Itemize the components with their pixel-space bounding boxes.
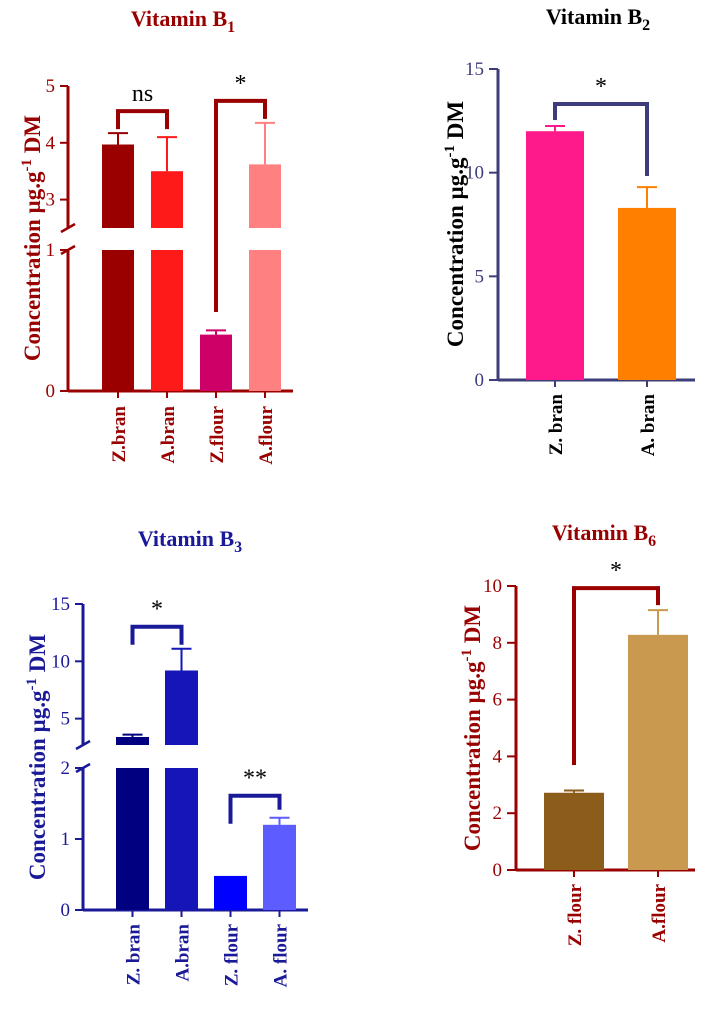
title-subscript: 3 — [234, 539, 242, 556]
significance-label: * — [235, 71, 247, 97]
significance-bracket — [214, 98, 267, 312]
category-label: A.bran — [158, 406, 179, 464]
y-axis-label: Concentration µg.g-1 DM — [442, 101, 468, 347]
y-tick-label: 1 — [61, 829, 71, 850]
bar-1-upper — [165, 670, 198, 745]
y-tick-label: 5 — [475, 266, 485, 287]
bar-1 — [628, 634, 688, 870]
significance-bracket — [228, 793, 282, 824]
significance-label: ** — [243, 766, 267, 792]
bar-0 — [116, 768, 149, 910]
y-tick-label: 5 — [61, 709, 71, 730]
chart-title: Vitamin B2 — [546, 4, 650, 34]
category-label: A. bran — [638, 394, 659, 457]
y-tick-label: 1 — [46, 240, 56, 261]
bar-3 — [263, 824, 296, 910]
title-main: Vitamin B — [138, 526, 235, 551]
chart-b2: Vitamin B2 Concentration µg.g-1 DM 0 5 10 15 Z… — [442, 4, 695, 456]
title-main: Vitamin B — [131, 6, 228, 31]
significance-label: * — [151, 597, 163, 623]
bar-2 — [200, 334, 232, 391]
y-tick-label: 10 — [51, 651, 70, 672]
y-tick-label: 0 — [46, 381, 56, 402]
y-tick-label: 15 — [51, 594, 70, 615]
y-tick-label: 0 — [61, 900, 71, 921]
y-label-main: Concentration µg.g — [25, 690, 50, 880]
y-label-end: DM — [460, 605, 485, 649]
bar-1 — [618, 207, 676, 380]
title-subscript: 6 — [648, 533, 656, 550]
significance-bracket — [553, 102, 649, 177]
bar-2 — [214, 875, 247, 910]
chart-title: Vitamin B6 — [552, 520, 656, 550]
bar-0-upper — [116, 736, 149, 745]
bar-0 — [544, 792, 604, 870]
y-tick-label: 0 — [475, 370, 485, 391]
significance-label: * — [610, 558, 622, 584]
y-axis-label: Concentration µg.g-1 DM — [459, 605, 485, 851]
bar-1 — [151, 250, 183, 391]
category-label: Z.bran — [109, 406, 130, 463]
significance-label: ns — [132, 81, 153, 107]
title-subscript: 1 — [227, 19, 235, 36]
bar-0 — [102, 250, 134, 391]
y-label-end: DM — [25, 634, 50, 678]
y-tick-label: 2 — [493, 803, 503, 824]
category-label: Z. flour — [222, 923, 243, 986]
y-axis-label: Concentration µg.g-1 DM — [24, 634, 50, 880]
y-label-main: Concentration µg.g — [460, 661, 485, 851]
y-label-main: Concentration µg.g — [443, 157, 468, 347]
category-label: Z.flour — [207, 405, 228, 463]
y-label-end: DM — [443, 101, 468, 145]
significance-label: * — [595, 74, 607, 100]
axis-break-mark — [60, 222, 76, 234]
y-tick-label: 0 — [493, 860, 503, 881]
significance-bracket — [130, 624, 184, 645]
category-label: Z. flour — [565, 883, 586, 946]
bar-0 — [526, 131, 584, 380]
y-tick-label: 3 — [46, 190, 56, 211]
y-tick-label: 4 — [46, 133, 56, 154]
y-tick-label: 2 — [61, 758, 71, 779]
y-tick-label: 15 — [465, 59, 484, 80]
y-tick-label: 10 — [465, 163, 484, 184]
title-main: Vitamin B — [546, 4, 643, 29]
y-axis-label: Concentration µg.g-1 DM — [19, 115, 45, 361]
significance-bracket — [116, 109, 169, 130]
y-label-superscript: -1 — [459, 649, 475, 662]
bar-3 — [249, 250, 281, 391]
y-label-superscript: -1 — [24, 678, 40, 691]
y-tick-label: 4 — [493, 746, 503, 767]
bar-3-upper — [249, 164, 281, 228]
chart-b3: Vitamin B3 Concentration µg.g-1 DM 0 1 2 5 10 1… — [24, 526, 308, 987]
category-label: A.flour — [649, 883, 670, 942]
y-label-superscript: -1 — [442, 145, 458, 158]
title-main: Vitamin B — [552, 520, 649, 545]
axis-break-mark — [75, 739, 91, 751]
y-tick-label: 6 — [493, 690, 503, 711]
category-label: A.flour — [256, 405, 277, 464]
title-subscript: 2 — [642, 17, 650, 34]
y-tick-label: 10 — [483, 576, 502, 597]
category-label: Z. bran — [546, 394, 567, 456]
category-label: Z. bran — [124, 924, 145, 986]
y-label-main: Concentration µg.g — [20, 171, 45, 361]
chart-title: Vitamin B1 — [131, 6, 235, 36]
significance-bracket — [572, 586, 660, 765]
chart-title: Vitamin B3 — [138, 526, 242, 556]
y-label-superscript: -1 — [19, 159, 35, 172]
category-label: A. flour — [271, 923, 292, 987]
bar-1 — [165, 768, 198, 910]
y-label-end: DM — [20, 115, 45, 159]
y-tick-label: 5 — [46, 76, 56, 97]
y-tick-label: 8 — [493, 633, 503, 654]
category-label: A.bran — [173, 924, 194, 982]
bar-0-upper — [102, 144, 134, 228]
bar-1-upper — [151, 171, 183, 228]
